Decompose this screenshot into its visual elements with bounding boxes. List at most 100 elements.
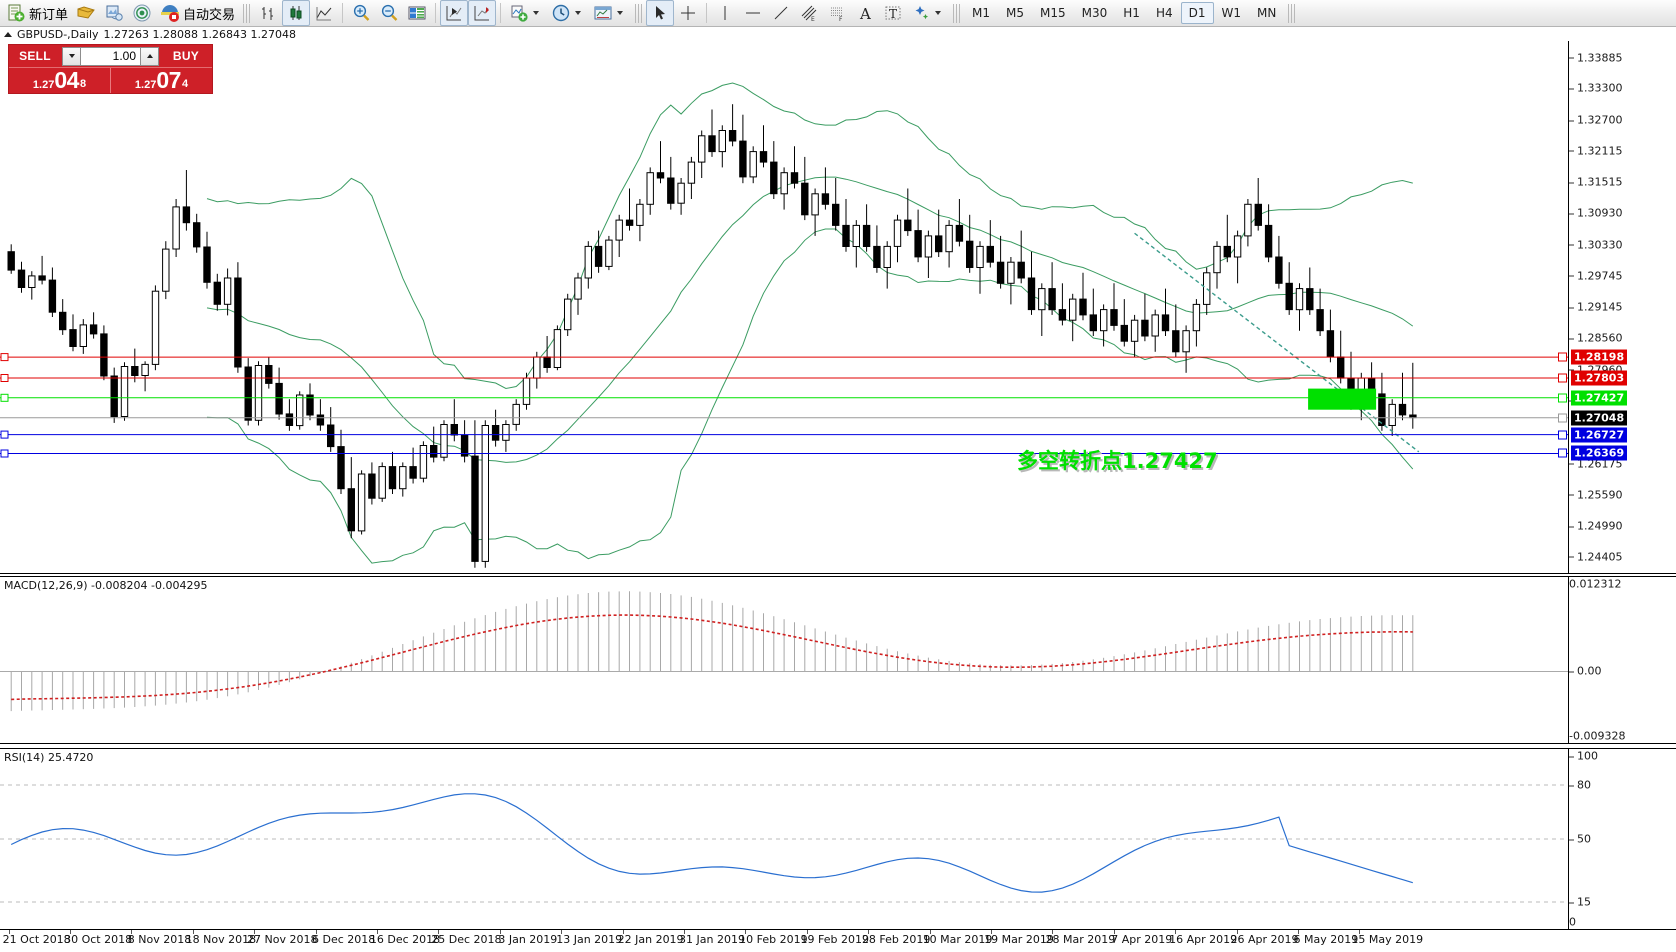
timeframe-d1[interactable]: D1 [1180, 2, 1214, 24]
period-button[interactable] [547, 0, 589, 26]
price-level-tag-resistance-2[interactable]: 1.27803 [1571, 370, 1628, 386]
fibonacci-button[interactable]: F [823, 0, 851, 26]
date-tick-label: 19 Feb 2019 [800, 933, 870, 946]
date-tick-mark [1052, 930, 1054, 934]
rsi-scale[interactable]: 100 80 50 15 0 [1568, 749, 1676, 929]
rsi-title: RSI(14) 25.4720 [4, 751, 94, 764]
indicators-chevron-down-icon[interactable] [533, 11, 540, 15]
templates-chevron-down-icon[interactable] [617, 11, 624, 15]
vertical-line-button[interactable] [711, 0, 739, 26]
price-level-tag-support-1[interactable]: 1.26727 [1571, 427, 1628, 443]
timeframe-h1[interactable]: H1 [1123, 6, 1140, 20]
date-axis[interactable]: 21 Oct 2018 30 Oct 2018 8 Nov 2018 18 Nov 2… [0, 930, 1568, 952]
toolbar-separator-2 [435, 3, 437, 23]
price-level-handle[interactable] [1558, 393, 1567, 403]
candlestick-chart-button[interactable] [282, 0, 311, 26]
price-pane[interactable]: 多空转折点1.27427 1.33885 1.33300 1.32700 1.3211… [0, 41, 1676, 574]
auto-trading-label: 自动交易 [183, 7, 236, 23]
oct-controls-row: SELL 1.00 BUY [9, 45, 212, 67]
trendline-icon [771, 3, 791, 23]
equidistant-channel-button[interactable]: E [795, 0, 823, 26]
data-window-button[interactable] [403, 0, 431, 26]
indicators-icon [509, 3, 529, 23]
crosshair-button[interactable] [674, 0, 702, 26]
zoom-out-button[interactable] [375, 0, 403, 26]
bar-chart-button[interactable] [254, 0, 282, 26]
folder-icon [76, 3, 96, 23]
chart-annotation-text[interactable]: 多空转折点1.27427 [1017, 449, 1218, 473]
auto-trading-button[interactable]: 自动交易 [156, 0, 239, 26]
price-level-handle[interactable] [1558, 352, 1567, 362]
price-level-handle[interactable] [1558, 430, 1567, 440]
price-level-handle[interactable] [1558, 373, 1567, 383]
indicators-button[interactable] [505, 0, 547, 26]
price-tick: 1.24405 [1569, 550, 1623, 563]
horizontal-line-button[interactable] [739, 0, 767, 26]
toolbar-grip-1[interactable] [243, 3, 251, 23]
date-tick-label: 16 Dec 2018 [369, 933, 441, 946]
cursor-button[interactable] [646, 0, 675, 26]
timeframe-m1[interactable]: M1 [972, 6, 991, 20]
publish-button[interactable] [100, 0, 128, 26]
price-level-tag-pivot-green[interactable]: 1.27427 [1571, 390, 1628, 406]
rsi-plot[interactable] [0, 749, 1568, 929]
auto-scroll-button[interactable] [440, 0, 469, 26]
volume-input[interactable]: 1.00 [81, 46, 140, 66]
trendline-button[interactable] [767, 0, 795, 26]
shapes-button[interactable] [907, 0, 949, 26]
buy-price-button[interactable]: 1.27 07 4 [110, 68, 212, 93]
new-order-button[interactable]: 新订单 [2, 0, 72, 26]
price-plot[interactable]: 多空转折点1.27427 [0, 41, 1568, 573]
sell-price-button[interactable]: 1.27 04 8 [9, 68, 110, 93]
macd-scale[interactable]: 0.012312 0.00 -0.009328 [1568, 577, 1676, 743]
shapes-icon [911, 3, 931, 23]
chart-window[interactable]: GBPUSD-,Daily 1.27263 1.28088 1.26843 1.… [0, 27, 1676, 952]
new-order-label: 新订单 [29, 7, 69, 23]
date-tick-mark [929, 930, 931, 934]
text-label-button[interactable]: T [879, 0, 907, 26]
rsi-pane[interactable]: RSI(14) 25.4720 100 80 50 15 0 [0, 748, 1676, 930]
toolbar-grip-3[interactable] [953, 3, 961, 23]
macd-pane[interactable]: MACD(12,26,9) -0.008204 -0.004295 0.0123… [0, 576, 1676, 744]
chevron-up-icon [146, 54, 153, 58]
toolbar-grip-4[interactable] [1288, 3, 1296, 23]
price-level-tag-support-2[interactable]: 1.26369 [1571, 445, 1628, 461]
timeframe-mn[interactable]: MN [1257, 6, 1277, 20]
buy-label[interactable]: BUY [172, 49, 200, 63]
price-level-tag-last-price[interactable]: 1.27048 [1571, 410, 1628, 426]
folder-button[interactable] [72, 0, 100, 26]
templates-button[interactable] [589, 0, 631, 26]
macd-plot[interactable] [0, 577, 1568, 743]
timeframe-m30[interactable]: M30 [1081, 6, 1108, 20]
date-tick-mark [70, 930, 72, 934]
sell-label[interactable]: SELL [19, 49, 51, 63]
timeframe-w1[interactable]: W1 [1221, 6, 1242, 20]
zoom-in-button[interactable] [347, 0, 375, 26]
price-level-tag-resistance-1[interactable]: 1.28198 [1571, 349, 1628, 365]
timeframe-m5[interactable]: M5 [1006, 6, 1025, 20]
collapse-triangle-icon[interactable] [4, 31, 12, 37]
volume-stepper[interactable]: 1.00 [62, 46, 159, 66]
shapes-chevron-down-icon[interactable] [935, 11, 942, 15]
timeframe-m15[interactable]: M15 [1040, 6, 1066, 20]
signals-button[interactable] [128, 0, 156, 26]
toolbar-grip-2[interactable] [635, 3, 643, 23]
chart-shift-button[interactable] [468, 0, 497, 26]
sell-price-main: 04 [54, 67, 79, 93]
line-chart-button[interactable] [310, 0, 338, 26]
timeframe-h4[interactable]: H4 [1155, 6, 1173, 20]
volume-dropdown-button[interactable] [62, 46, 81, 66]
price-scale[interactable]: 1.33885 1.33300 1.32700 1.32115 1.31515 1.309… [1568, 41, 1676, 573]
text-button[interactable]: A [851, 0, 879, 26]
rsi-tick: 15 [1569, 896, 1591, 909]
buy-price-main: 07 [156, 67, 181, 93]
price-level-handle[interactable] [1558, 413, 1567, 423]
date-tick-label: 15 May 2019 [1351, 933, 1424, 946]
price-tick: 1.29145 [1569, 301, 1623, 314]
one-click-trading-panel[interactable]: SELL 1.00 BUY 1.27 04 8 1.27 07 4 [8, 44, 213, 94]
sell-price-fraction: 8 [79, 78, 87, 90]
period-chevron-down-icon[interactable] [575, 11, 582, 15]
price-level-handle[interactable] [1558, 448, 1567, 458]
date-tick-label: 16 Apr 2019 [1169, 933, 1238, 946]
volume-increase-button[interactable] [140, 46, 159, 66]
